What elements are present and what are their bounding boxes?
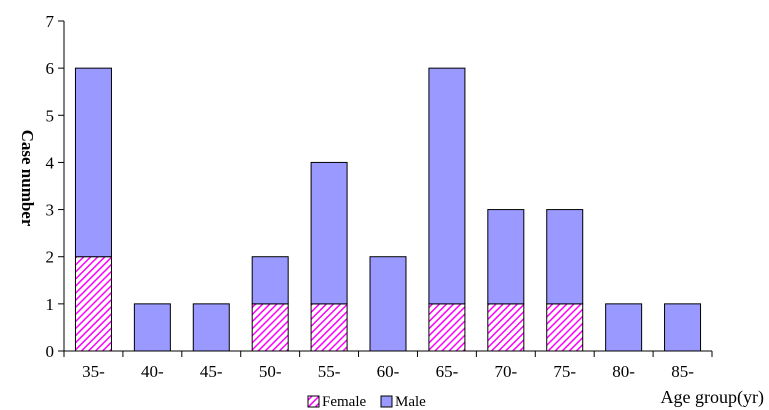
x-tick-label: 35- (82, 362, 105, 381)
bar-female-65 (428, 303, 466, 352)
bars (74, 67, 702, 352)
bar-male-35 (74, 67, 112, 258)
bar-female-70 (487, 303, 525, 352)
x-tick-label: 45- (200, 362, 223, 381)
x-tick-label: 60- (377, 362, 400, 381)
bar-female-35 (74, 256, 112, 352)
y-tick-label: 6 (46, 59, 55, 78)
x-tick-label: 40- (141, 362, 164, 381)
x-tick-label: 80- (612, 362, 635, 381)
legend: Female Male (307, 394, 426, 410)
bar-female-55 (310, 303, 348, 352)
legend-swatch-male (380, 395, 393, 408)
bar-male-70 (487, 209, 525, 305)
y-tick-label: 5 (46, 106, 55, 125)
bar-male-80 (605, 303, 643, 352)
axes (58, 20, 713, 357)
x-tick-label: 85- (671, 362, 694, 381)
bar-female-75 (546, 303, 584, 352)
legend-label-male: Male (395, 394, 426, 410)
y-tick-label: 4 (46, 153, 55, 172)
bar-male-45 (192, 303, 230, 352)
bar-male-85 (664, 303, 702, 352)
bar-female-50 (251, 303, 289, 352)
bar-male-55 (310, 161, 348, 305)
x-tick-label: 55- (318, 362, 341, 381)
legend-label-female: Female (322, 394, 366, 410)
x-tick-label: 70- (494, 362, 517, 381)
y-tick-labels: 0 1 2 3 4 5 6 7 (46, 12, 55, 361)
y-axis-title: Case number (18, 130, 37, 227)
bar-male-75 (546, 209, 584, 305)
y-tick-label: 3 (46, 201, 55, 220)
legend-swatch-female (307, 395, 320, 408)
x-axis-title: Age group(yr) (661, 387, 764, 408)
x-tick-label: 50- (259, 362, 282, 381)
bar-male-40 (133, 303, 171, 352)
x-tick-labels: 35- 40- 45- 50- 55- 60- 65- 70- 75- 80- 85- (82, 362, 694, 381)
bar-male-65 (428, 67, 466, 305)
bar-male-60 (369, 256, 407, 352)
bar-male-50 (251, 256, 289, 305)
y-tick-label: 2 (46, 248, 55, 267)
y-tick-label: 0 (46, 342, 55, 361)
x-tick-label: 75- (553, 362, 576, 381)
y-tick-label: 7 (46, 12, 55, 31)
x-tick-label: 65- (436, 362, 459, 381)
y-tick-label: 1 (46, 295, 55, 314)
